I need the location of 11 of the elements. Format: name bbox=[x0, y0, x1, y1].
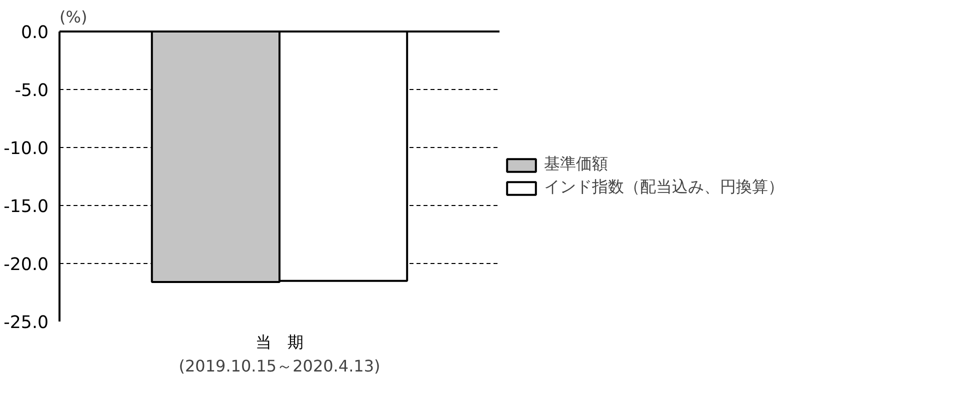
y-tick-label: -25.0 bbox=[4, 313, 49, 333]
y-tick-label: -15.0 bbox=[4, 197, 49, 217]
legend-label: インド指数（配当込み、円換算） bbox=[544, 177, 784, 198]
y-tick-label: 0.0 bbox=[20, 23, 49, 43]
y-tick-label: -5.0 bbox=[14, 81, 48, 101]
y-tick-label: -10.0 bbox=[4, 139, 49, 159]
legend-label: 基準価額 bbox=[544, 154, 608, 175]
y-axis-title: (%) bbox=[60, 8, 88, 26]
x-tick-label: 当 期 bbox=[256, 332, 304, 352]
x-axis-title: (2019.10.15～2020.4.13) bbox=[178, 356, 380, 376]
y-tick-label: -20.0 bbox=[4, 255, 49, 275]
